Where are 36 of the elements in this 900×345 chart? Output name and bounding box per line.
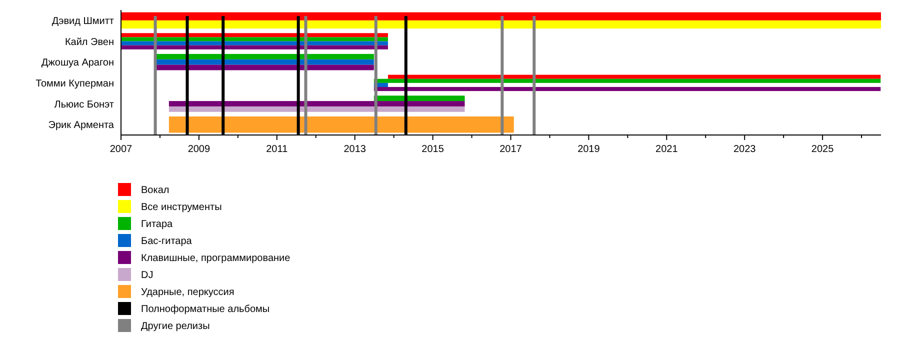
legend-label: Бас-гитара: [141, 236, 192, 247]
bar: [121, 41, 388, 46]
y-tick-label: Томми Куперман: [36, 78, 114, 90]
bar: [374, 96, 465, 102]
bar: [374, 86, 881, 92]
y-tick-label: Джошуа Арагон: [41, 58, 114, 69]
legend-label: Другие релизы: [141, 321, 210, 332]
legend-label: Ударные, перкуссия: [141, 287, 234, 298]
bar: [121, 45, 388, 50]
bar: [121, 33, 388, 38]
x-tick-label: 2017: [500, 144, 522, 155]
y-tick-label: Дэвид Шмитт: [52, 16, 114, 27]
x-tick-label: 2007: [110, 144, 133, 155]
bar: [154, 59, 374, 65]
legend-label: Все инструменты: [141, 202, 222, 213]
x-tick-label: 2013: [344, 144, 366, 155]
legend-label: DJ: [141, 270, 154, 281]
bar: [121, 20, 881, 29]
legend-label: Клавишные, программирование: [141, 253, 291, 264]
x-tick-label: 2019: [578, 144, 600, 155]
bar: [168, 116, 514, 133]
x-tick-label: 2023: [733, 144, 756, 155]
x-tick-label: 2021: [656, 144, 678, 155]
bar: [388, 74, 881, 79]
bar: [121, 37, 388, 42]
x-tick-label: 2015: [422, 144, 444, 155]
y-tick-label: Кайл Эвен: [64, 36, 114, 48]
legend-label: Гитара: [141, 219, 174, 230]
bar: [168, 106, 465, 112]
y-tick-label: Льюис Бонэт: [54, 99, 114, 110]
x-tick-label: 2025: [811, 144, 834, 155]
y-tick-label: Эрик Армента: [48, 120, 114, 132]
legend-label: Полноформатные альбомы: [141, 304, 270, 315]
legend-label: Вокал: [141, 185, 170, 196]
x-tick-label: 2009: [188, 144, 211, 155]
x-tick-label: 2011: [266, 144, 288, 155]
